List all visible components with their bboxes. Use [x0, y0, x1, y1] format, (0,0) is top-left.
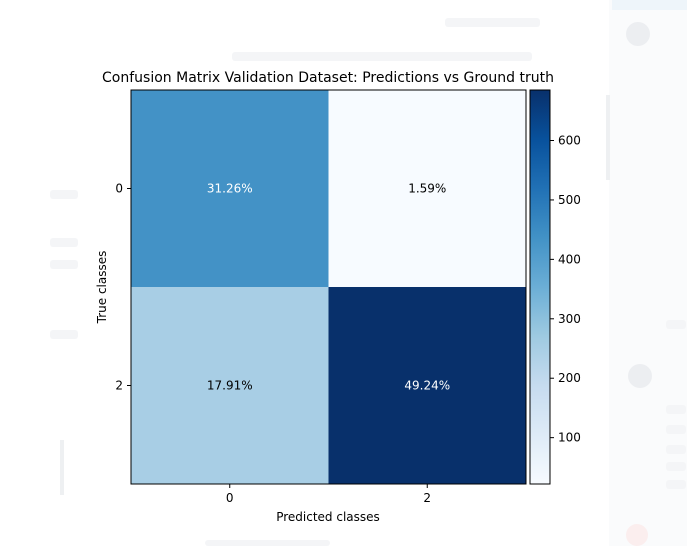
cell-label: 1.59% [408, 182, 446, 196]
heatmap-cells [131, 90, 526, 484]
colorbar-tick-label: 500 [558, 193, 581, 207]
x-tick-label: 2 [423, 491, 431, 505]
y-axis-label: True classes [95, 251, 109, 325]
y-tick-label: 0 [115, 182, 123, 196]
cell-labels: 31.26% 1.59% 17.91% 49.24% [207, 182, 450, 393]
colorbar-tick-label: 400 [558, 252, 581, 266]
colorbar-tick-label: 100 [558, 431, 581, 445]
colorbar-ticks: 100 200 300 400 500 600 [550, 134, 581, 445]
x-tick-label: 0 [226, 491, 234, 505]
cell-label: 31.26% [207, 182, 253, 196]
heatmap-cell [328, 90, 526, 287]
colorbar-tick-label: 600 [558, 134, 581, 148]
cell-label: 49.24% [404, 379, 450, 393]
colorbar [529, 89, 551, 485]
cell-label: 17.91% [207, 379, 253, 393]
colorbar-tick-label: 200 [558, 371, 581, 385]
x-axis-label: Predicted classes [276, 510, 380, 524]
heatmap-cell [131, 287, 329, 484]
heatmap-cell [131, 90, 329, 287]
chart-title: Confusion Matrix Validation Dataset: Pre… [102, 70, 554, 86]
heatmap-cell [328, 287, 526, 484]
plot-frame [130, 89, 527, 485]
y-axis-ticks: 02 [115, 182, 131, 393]
colorbar-tick-label: 300 [558, 312, 581, 326]
y-tick-label: 2 [115, 379, 123, 393]
